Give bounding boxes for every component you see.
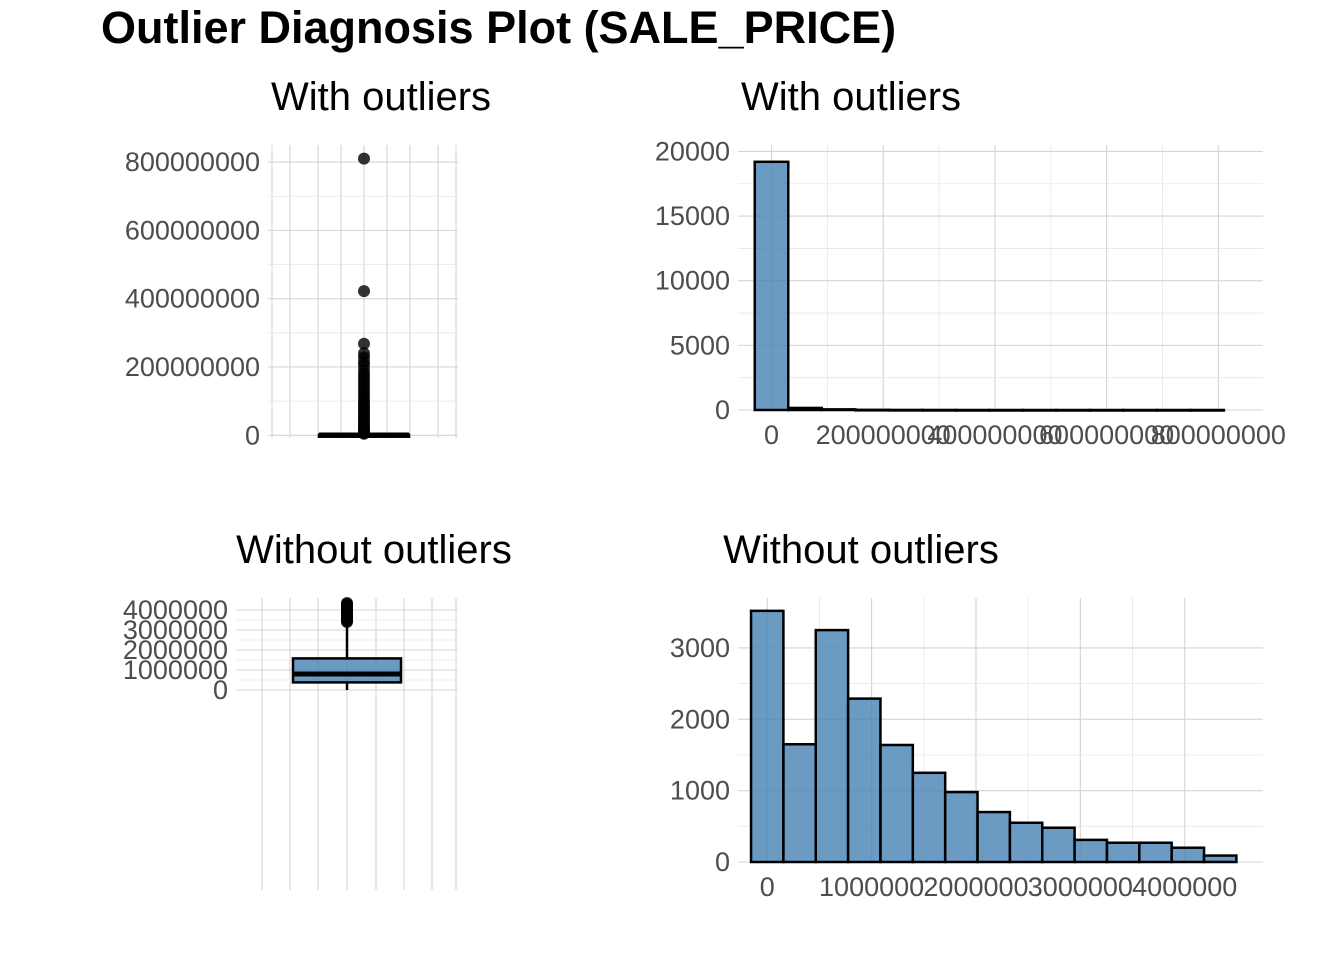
x-tick-label: 0 (764, 420, 779, 450)
y-tick-label: 2000000 (123, 635, 228, 665)
y-tick-label: 3000 (670, 633, 730, 663)
histogram-bar (749, 609, 785, 864)
histogram-bar (1138, 841, 1173, 864)
histogram-bar (753, 160, 790, 412)
panel-title: With outliers (741, 75, 961, 119)
outlier-point (358, 427, 370, 440)
y-tick-label: 10000 (655, 266, 730, 296)
y-tick-label: 800000000 (125, 147, 260, 177)
histogram-bar (921, 408, 958, 412)
histogram-bar (1040, 826, 1076, 864)
histogram-bar (1122, 408, 1159, 412)
histogram-bar (1105, 841, 1141, 864)
histogram-bar (1170, 846, 1206, 864)
x-tick-label: 600000000 (1039, 420, 1174, 450)
panel-title: Without outliers (723, 528, 999, 572)
histogram-bar (1088, 408, 1125, 412)
histogram-bar (854, 408, 891, 412)
y-tick-label: 400000000 (125, 284, 260, 314)
y-tick-label: 20000 (655, 136, 730, 166)
y-tick-label: 2000 (670, 704, 730, 734)
y-tick-label: 1000000 (123, 655, 228, 685)
box-iqr (291, 657, 403, 684)
y-tick-label: 5000 (670, 330, 730, 360)
histogram-bar (954, 408, 991, 412)
outlier-point (358, 152, 370, 165)
histogram-bar (976, 810, 1012, 864)
x-tick-label: 800000000 (1151, 420, 1286, 450)
outlier-point (341, 597, 353, 609)
histogram-bar (1073, 838, 1109, 864)
histogram-bar (988, 408, 1025, 412)
histogram-bar (879, 743, 915, 864)
panel-title: With outliers (271, 75, 491, 119)
y-tick-label: 3000000 (123, 615, 228, 645)
outlier-point (358, 337, 370, 350)
x-tick-label: 3000000 (1028, 872, 1133, 902)
x-tick-label: 4000000 (1132, 872, 1237, 902)
outlier-point (358, 285, 370, 298)
histogram-bar (943, 790, 979, 864)
x-tick-label: 2000000 (923, 872, 1028, 902)
histogram-bar (846, 697, 882, 864)
histogram-bar (911, 771, 947, 864)
x-tick-label: 1000000 (819, 872, 924, 902)
histogram-bar (1189, 408, 1226, 412)
y-tick-label: 0 (213, 675, 228, 705)
histogram-bar (1021, 408, 1058, 412)
y-tick-label: 200000000 (125, 352, 260, 382)
y-tick-label: 4000000 (123, 595, 228, 625)
x-tick-label: 0 (760, 872, 775, 902)
histogram-bar (1202, 854, 1238, 864)
histogram-bar (782, 743, 818, 864)
histogram-bar (1155, 408, 1192, 412)
y-tick-label: 1000 (670, 776, 730, 806)
y-tick-label: 0 (245, 420, 260, 450)
histogram-bar (820, 408, 857, 412)
histogram-bar (887, 408, 924, 412)
histogram-bar (1008, 821, 1044, 864)
x-tick-label: 400000000 (927, 420, 1062, 450)
histogram-bar (1055, 408, 1092, 412)
boxplot-with-outliers: 0 200000000 400000000 600000000 800000000 Wit… (125, 75, 491, 450)
y-tick-label: 600000000 (125, 215, 260, 245)
x-tick-label: 200000000 (816, 420, 951, 450)
y-tick-label: 0 (715, 847, 730, 877)
y-tick-label: 15000 (655, 201, 730, 231)
y-tick-label: 0 (715, 395, 730, 425)
panel-title: Without outliers (236, 528, 512, 572)
figure-title: Outlier Diagnosis Plot (SALE_PRICE) (101, 2, 897, 53)
histogram-without-outliers: 0 1000000 2000000 3000000 4000000 0 1000 2000 30… (670, 528, 1263, 902)
histogram-bar (814, 628, 850, 864)
histogram-bar (787, 406, 824, 412)
